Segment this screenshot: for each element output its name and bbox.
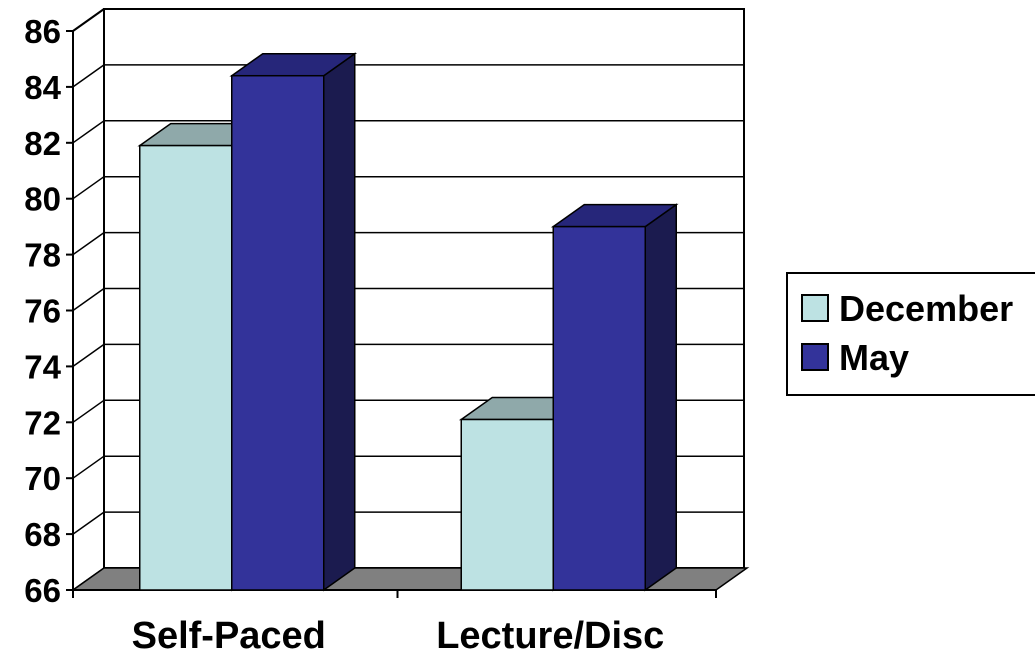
y-tick-label: 72	[24, 404, 61, 441]
gridline-side	[72, 176, 105, 200]
bar-front-face	[552, 225, 646, 591]
gridline-side	[72, 343, 105, 368]
gridline-side	[72, 231, 105, 256]
bar-front-face	[460, 418, 554, 591]
legend-label: December	[839, 288, 1013, 329]
y-tick-label: 68	[24, 516, 61, 553]
gridline-side	[72, 287, 105, 312]
gridline-side	[72, 455, 105, 479]
gridline-side	[72, 399, 105, 423]
x-category-label: Self-Paced	[132, 615, 326, 651]
x-category-labels: Self-Paced Lecture/Disc	[132, 615, 665, 651]
gridline-side	[72, 511, 105, 535]
bars	[137, 52, 679, 592]
gridline-side	[72, 8, 105, 32]
bar-front-face	[231, 74, 325, 591]
y-tick-label: 66	[24, 572, 61, 609]
legend-label: May	[839, 337, 909, 378]
legend-box	[786, 272, 1035, 396]
y-tick-label: 76	[24, 293, 61, 330]
bar-side-face	[323, 52, 356, 592]
y-tick-labels: 66 68 70 72 74 76 78 80 82 84 86	[24, 13, 61, 609]
bar-front-face	[139, 144, 233, 591]
gridline-side	[72, 64, 105, 88]
legend-swatch	[801, 343, 829, 371]
legend: December May	[786, 272, 1035, 396]
y-tick-label: 80	[24, 181, 61, 218]
bar-side-face	[644, 203, 677, 592]
gridline-side	[72, 120, 105, 144]
y-tick-label: 86	[24, 13, 61, 50]
legend-swatch	[801, 294, 829, 322]
y-tick-label: 78	[24, 237, 61, 274]
y-tick-label: 82	[24, 125, 61, 162]
y-tick-label: 70	[24, 460, 61, 497]
bar	[550, 203, 679, 592]
y-tick-label: 84	[24, 69, 61, 106]
x-category-label: Lecture/Disc	[436, 615, 664, 651]
y-tick-label: 74	[24, 348, 61, 385]
bar	[229, 52, 358, 592]
